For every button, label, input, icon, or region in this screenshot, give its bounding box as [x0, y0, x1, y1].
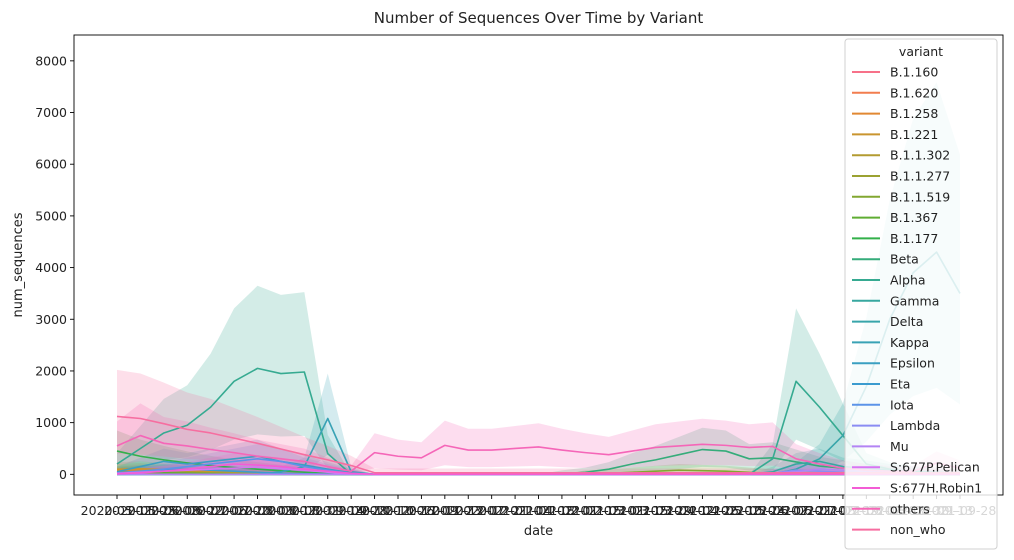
x-tick-label: 2021-06-21 — [760, 503, 833, 518]
band-Alpha — [117, 285, 960, 475]
x-tick-label: 2020-05-25 — [104, 503, 177, 518]
series-lines — [116, 251, 961, 476]
legend-label: B.1.221 — [890, 127, 938, 142]
x-tick-label: 2020-07-20 — [198, 503, 271, 518]
legend-label: S:677P.Pelican — [890, 460, 980, 475]
legend-label: B.1.367 — [890, 210, 938, 225]
y-tick-label: 6000 — [35, 157, 67, 172]
legend-label: S:677H.Robin1 — [890, 481, 982, 496]
y-tick-label: 0 — [59, 467, 67, 482]
legend-label: B.1.620 — [890, 85, 938, 100]
x-tick-label: 2020-08-03 — [221, 503, 294, 518]
y-axis: 0 1000 2000 3000 4000 5000 6000 7000 8000 — [35, 53, 74, 482]
x-axis-label: date — [524, 524, 553, 539]
legend-label: B.1.160 — [890, 65, 938, 80]
legend-box — [844, 38, 998, 550]
legend-label: Epsilon — [890, 356, 935, 371]
x-tick-label: 2021-06-07 — [736, 503, 809, 518]
x-tick-label: 2021-07-05 — [783, 503, 856, 518]
x-tick-label: 2020-06-08 — [128, 503, 201, 518]
legend-label: B.1.177 — [890, 231, 938, 246]
y-tick-label: 1000 — [35, 415, 67, 430]
x-tick-label: 2020-11-09 — [385, 503, 458, 518]
series-line-non_who — [116, 415, 960, 474]
x-tick-label: 2020-07-06 — [174, 503, 247, 518]
x-tick-label: 2020-09-14 — [291, 503, 364, 518]
x-tick-label: 2020-08-31 — [268, 503, 341, 518]
legend-label: B.1.1.277 — [890, 169, 950, 184]
series-line-others — [116, 434, 961, 473]
x-tick-label: 2021-02-01 — [526, 503, 599, 518]
legend-label: Alpha — [890, 273, 926, 288]
legend-label: B.1.1.519 — [890, 189, 950, 204]
y-tick-label: 2000 — [35, 363, 67, 378]
x-tick-label: 2021-05-24 — [713, 503, 786, 518]
y-tick-label: 8000 — [35, 53, 67, 68]
band-Beta — [117, 427, 960, 475]
legend-label: Mu — [890, 439, 909, 454]
x-tick-label: 2021-01-04 — [479, 503, 552, 518]
x-tick-label: 2021-03-15 — [596, 503, 669, 518]
x-tick-label: 2020-12-21 — [455, 503, 528, 518]
legend-title: variant — [899, 44, 943, 59]
x-tick-label: 2020-10-12 — [338, 503, 411, 518]
y-tick-label: 7000 — [35, 105, 67, 120]
band-Kappa — [117, 373, 960, 475]
x-tick-label: 2021-04-26 — [666, 503, 739, 518]
x-tick-label: 2021-01-18 — [502, 503, 575, 518]
x-tick-label: 2021-02-15 — [549, 503, 622, 518]
legend-items: B.1.160 B.1.620 B.1.258 B.1.221 B.1.1.302 B.1… — [852, 65, 982, 537]
chart-title: Number of Sequences Over Time by Variant — [374, 9, 704, 27]
legend-label: Lambda — [890, 418, 940, 433]
legend-label: non_who — [890, 522, 946, 537]
legend-label: Delta — [890, 314, 923, 329]
y-tick-label: 5000 — [35, 208, 67, 223]
legend-label: B.1.1.302 — [890, 148, 950, 163]
legend: variant B.1.160B.1.620B.1.258B.1.221B.1.… — [844, 38, 998, 550]
legend-label: B.1.258 — [890, 106, 938, 121]
band-Epsilon — [117, 439, 960, 475]
x-tick-label: 2020-06-22 — [151, 503, 224, 518]
y-tick-label: 4000 — [35, 260, 67, 275]
x-tick-label: 2020-10-26 — [362, 503, 435, 518]
x-tick-label: 2021-03-01 — [572, 503, 645, 518]
x-tick-label: 2020-09-28 — [315, 503, 388, 518]
legend-label: Kappa — [890, 335, 929, 350]
y-axis-label: num_sequences — [11, 212, 26, 317]
legend-label: Beta — [890, 252, 919, 267]
confidence-bands — [117, 82, 960, 475]
x-tick-label: 2021-03-29 — [619, 503, 692, 518]
band-others — [117, 403, 960, 475]
x-tick-label: 2020-12-07 — [432, 503, 505, 518]
legend-label: others — [890, 501, 930, 516]
band-non_who — [117, 369, 960, 475]
y-tick-label: 3000 — [35, 312, 67, 327]
series-line-S:677H.Robin1 — [116, 463, 960, 476]
x-tick-label: 2021-05-10 — [690, 503, 763, 518]
legend-label: Eta — [890, 377, 910, 392]
x-tick-label: 2020-11-23 — [409, 503, 482, 518]
legend-label: Gamma — [890, 293, 939, 308]
legend-label: Iota — [890, 397, 914, 412]
x-tick-label: 2020-08-17 — [245, 503, 318, 518]
x-tick-label: 2021-04-12 — [643, 503, 716, 518]
x-tick-label: 2020-05-11 — [81, 503, 154, 518]
